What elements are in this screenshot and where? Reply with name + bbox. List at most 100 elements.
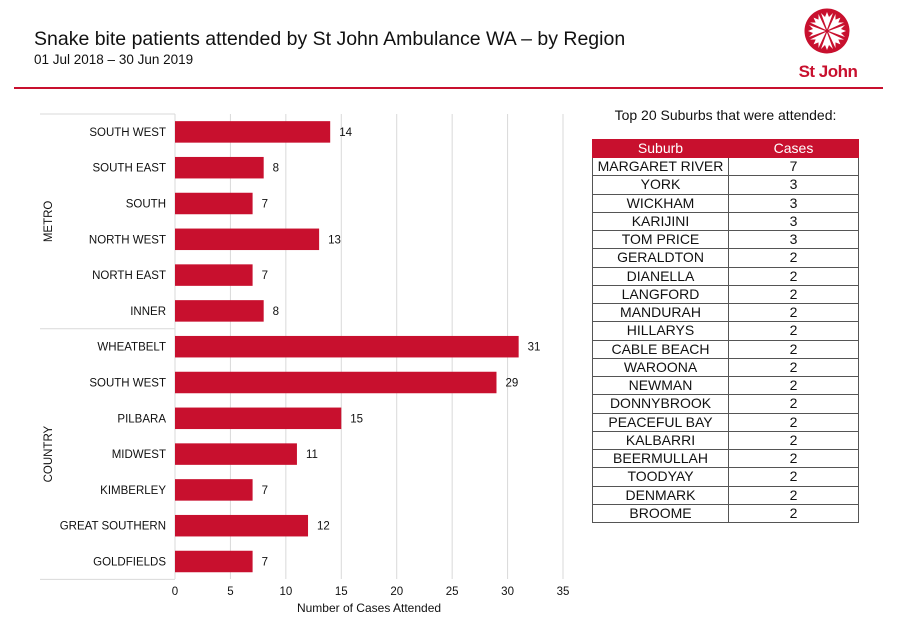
case-count-cell: 2 [728, 448, 859, 469]
bar [175, 335, 519, 358]
suburb-name-cell: TOM PRICE [592, 229, 729, 250]
table-row: GERALDTON 2 [592, 248, 859, 268]
suburb-name-cell: WAROONA [592, 357, 729, 378]
category-label: GOLDFIELDS [93, 557, 166, 569]
suburb-name-cell: GERALDTON [592, 248, 729, 268]
x-tick-label: 15 [335, 586, 348, 598]
bar-value-label: 13 [328, 234, 341, 246]
bar-value-label: 7 [262, 485, 268, 497]
bar [175, 300, 264, 322]
table-row: BROOME 2 [592, 503, 859, 524]
case-count-cell: 2 [728, 284, 859, 305]
x-tick-label: 25 [446, 586, 459, 598]
suburb-name-cell: DIANELLA [592, 266, 729, 286]
case-count-cell: 3 [728, 193, 859, 213]
header-divider [14, 87, 883, 89]
region-bar-chart: SOUTH WEST 14 SOUTH EAST 8 SOUTH 7 NORTH WEST 1… [40, 113, 570, 615]
table-row: DIANELLA 2 [592, 266, 859, 286]
table-row: KARIJINI 3 [592, 211, 859, 232]
suburb-name-cell: CABLE BEACH [592, 339, 729, 359]
x-axis-title: Number of Cases Attended [297, 601, 441, 615]
category-label: SOUTH [126, 199, 166, 211]
suburb-name-cell: TOODYAY [592, 467, 729, 487]
x-tick-label: 0 [172, 586, 178, 598]
category-label: SOUTH WEST [89, 378, 166, 390]
table-row: LANGFORD 2 [592, 284, 859, 305]
table-row: CABLE BEACH 2 [592, 339, 859, 359]
case-count-cell: 7 [728, 156, 859, 177]
x-tick-label: 35 [557, 586, 570, 598]
bar [175, 228, 320, 251]
table-row: PEACEFUL BAY 2 [592, 412, 859, 432]
category-label: WHEATBELT [97, 342, 166, 354]
case-count-cell: 2 [728, 357, 859, 378]
bar [175, 264, 253, 286]
suburb-name-cell: BROOME [592, 503, 729, 524]
bar-value-label: 7 [262, 557, 268, 569]
group-axis-label: COUNTRY [43, 425, 55, 482]
table-row: WICKHAM 3 [592, 193, 859, 213]
case-count-cell: 2 [728, 467, 859, 487]
category-label: SOUTH EAST [93, 163, 166, 175]
suburb-name-cell: KALBARRI [592, 430, 729, 451]
bar-value-label: 8 [273, 163, 279, 175]
suburb-name-cell: LANGFORD [592, 284, 729, 305]
bar-value-label: 7 [262, 199, 268, 211]
x-tick-label: 5 [227, 586, 233, 598]
case-count-cell: 3 [728, 175, 859, 195]
table-row: MARGARET RIVER 7 [592, 156, 859, 177]
case-count-cell: 2 [728, 412, 859, 432]
category-label: INNER [130, 306, 166, 318]
suburbs-table-title: Top 20 Suburbs that were attended: [614, 107, 837, 123]
case-count-cell: 2 [728, 302, 859, 323]
case-count-cell: 2 [728, 485, 859, 505]
x-tick-label: 10 [279, 586, 292, 598]
group-axis-label: METRO [43, 201, 55, 243]
suburb-name-cell: WICKHAM [592, 193, 729, 213]
bar-value-label: 12 [317, 521, 330, 533]
table-row: HILLARYS 2 [592, 321, 859, 341]
case-count-cell: 3 [728, 211, 859, 232]
bar [175, 156, 264, 179]
case-count-cell: 2 [728, 248, 859, 268]
report-header: Snake bite patients attended by St John … [0, 0, 897, 92]
bar-value-label: 31 [528, 342, 541, 354]
table-row: MANDURAH 2 [592, 302, 859, 323]
bar [175, 514, 309, 537]
table-row: DENMARK 2 [592, 485, 859, 505]
bar-value-label: 15 [350, 413, 363, 425]
table-row: DONNYBROOK 2 [592, 394, 859, 414]
case-count-cell: 2 [728, 503, 859, 524]
case-count-cell: 2 [728, 375, 859, 396]
table-header-row: Suburb Cases [592, 139, 859, 158]
bar [175, 371, 497, 394]
bar-value-label: 8 [273, 306, 279, 318]
table-row: YORK 3 [592, 175, 859, 195]
page-title: Snake bite patients attended by St John … [34, 28, 626, 50]
date-range-subtitle: 01 Jul 2018 – 30 Jun 2019 [34, 52, 194, 67]
st-john-logo: St John [782, 8, 874, 82]
table-row: TOODYAY 2 [592, 467, 859, 487]
table-row: BEERMULLAH 2 [592, 448, 859, 469]
case-count-cell: 2 [728, 394, 859, 414]
column-header-suburb: Suburb [592, 139, 729, 158]
suburb-name-cell: HILLARYS [592, 321, 729, 341]
logo-wordmark: St John [798, 62, 858, 81]
x-tick-label: 30 [501, 586, 514, 598]
bar-value-label: 14 [339, 127, 352, 139]
table-row: KALBARRI 2 [592, 430, 859, 451]
bar [175, 550, 253, 573]
case-count-cell: 2 [728, 430, 859, 451]
category-label: NORTH EAST [92, 270, 166, 282]
category-label: NORTH WEST [89, 234, 166, 246]
category-label: PILBARA [117, 413, 166, 425]
bar [175, 479, 253, 501]
suburb-name-cell: DONNYBROOK [592, 394, 729, 414]
maltese-cross-icon [804, 8, 850, 54]
suburb-name-cell: YORK [592, 175, 729, 195]
category-label: GREAT SOUTHERN [60, 521, 166, 533]
bar-value-label: 11 [306, 449, 318, 461]
suburb-name-cell: DENMARK [592, 485, 729, 505]
suburb-name-cell: MARGARET RIVER [592, 156, 729, 177]
case-count-cell: 3 [728, 229, 859, 250]
